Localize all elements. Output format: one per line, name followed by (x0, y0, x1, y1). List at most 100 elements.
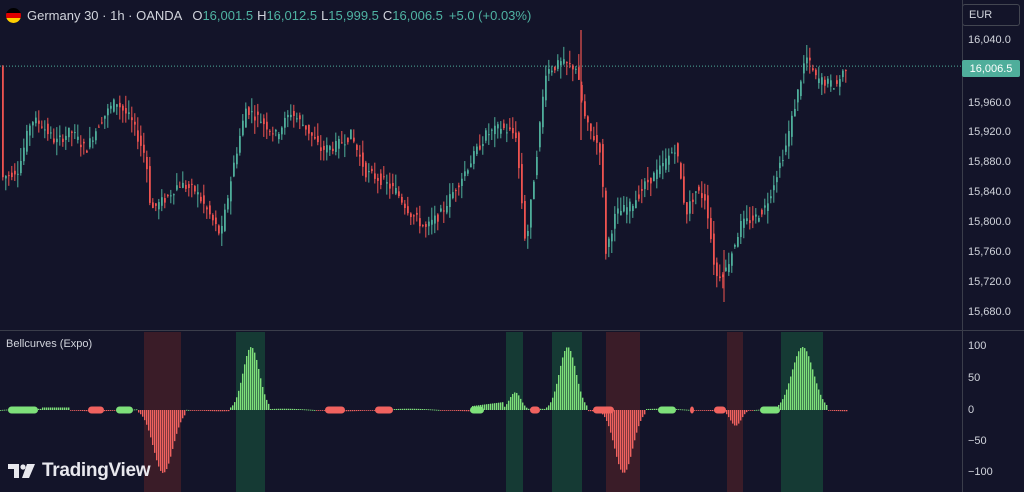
oscillator-bar (572, 357, 574, 410)
oscillator-bar (410, 408, 412, 410)
scale-pane-divider (962, 330, 1024, 331)
candle-body (296, 118, 298, 120)
oscillator-bar (176, 410, 178, 434)
candle-body (428, 221, 430, 227)
candle-body (779, 162, 781, 169)
oscillator-bar (158, 410, 160, 467)
oscillator-bar (296, 409, 298, 410)
candle-body (614, 213, 616, 229)
oscillator-bar (400, 408, 402, 410)
tradingview-logo[interactable]: TradingView (8, 460, 151, 482)
candle-body (287, 114, 289, 118)
candle-body (284, 117, 286, 128)
oscillator-bar (632, 410, 634, 449)
oscillator-bar (348, 410, 350, 412)
oscillator-bar (398, 408, 400, 410)
low-label: L (321, 7, 329, 23)
signal-marker (714, 406, 726, 414)
candle-body (200, 196, 202, 202)
candle-body (365, 162, 367, 178)
candle-body (320, 147, 322, 151)
oscillator-bar (290, 408, 292, 410)
candle-body (305, 125, 307, 130)
oscillator-bar (628, 410, 630, 465)
candle-body (839, 79, 841, 87)
candle-body (203, 195, 205, 204)
oscillator-bar (620, 410, 622, 470)
oscillator-bar (434, 409, 436, 411)
oscillator-bar (144, 410, 146, 421)
oscillator-bar (362, 410, 364, 411)
candle-body (833, 88, 835, 90)
oscillator-bar (206, 410, 208, 411)
open-label: O (192, 7, 203, 23)
symbol-title[interactable]: Germany 30 · 1h · OANDA (27, 7, 183, 23)
candle-body (650, 177, 652, 184)
candle-body (611, 233, 613, 242)
candle-body (440, 208, 442, 212)
chart-canvas[interactable] (0, 0, 962, 492)
candle-body (11, 172, 13, 178)
candle-body (632, 205, 634, 212)
oscillator-bar (798, 351, 800, 410)
candle-body (629, 201, 631, 212)
osc-tick: 100 (968, 340, 987, 352)
candle-body (395, 187, 397, 194)
oscillator-bar (74, 410, 76, 411)
oscillator-bar (84, 410, 86, 412)
oscillator-bar (294, 408, 296, 410)
oscillator-bar (228, 410, 230, 412)
indicator-label[interactable]: Bellcurves (Expo) (6, 338, 93, 350)
oscillator-bar (564, 350, 566, 410)
oscillator-bar (604, 410, 606, 418)
candle-body (713, 233, 715, 265)
candle-body (71, 131, 73, 133)
candle-body (719, 276, 721, 279)
candle-body (569, 63, 571, 65)
oscillator-bar (576, 374, 578, 410)
oscillator-bar (444, 410, 446, 411)
candle-body (47, 123, 49, 135)
oscillator-bar (622, 410, 624, 473)
oscillator-bar (372, 410, 374, 411)
oscillator-bar (404, 408, 406, 410)
candle-body (500, 128, 502, 134)
oscillator-bar (552, 397, 554, 410)
candle-body (431, 219, 433, 225)
oscillator-bar (354, 410, 356, 412)
candle-body (35, 117, 37, 124)
currency-selector[interactable]: EUR (962, 4, 1020, 26)
candle-body (803, 63, 805, 74)
oscillator-bar (254, 352, 256, 410)
oscillator-bar (832, 410, 834, 411)
oscillator-bar (756, 409, 758, 411)
oscillator-bar (138, 410, 140, 413)
oscillator-bar (366, 410, 368, 411)
oscillator-bar (752, 410, 754, 411)
close-label: C (382, 7, 393, 23)
candle-body (206, 207, 208, 210)
candle-body (485, 130, 487, 141)
oscillator-bar (758, 409, 760, 411)
oscillator-bar (844, 410, 846, 412)
candle-body (635, 200, 637, 209)
price-tick: 16,040.0 (968, 34, 1011, 46)
oscillator-bar (514, 392, 516, 410)
last-price-label: 16,006.5 (962, 60, 1020, 77)
pane-divider[interactable] (0, 330, 962, 331)
oscillator-bar (630, 410, 632, 457)
candle-body (683, 176, 685, 203)
oscillator-bar (204, 410, 206, 411)
candle-body (380, 173, 382, 185)
oscillator-bar (442, 410, 444, 411)
candle-body (77, 136, 79, 140)
candle-body (335, 140, 337, 152)
candle-body (86, 150, 88, 153)
candle-body (185, 184, 187, 189)
candle-body (707, 195, 709, 219)
oscillator-bar (320, 410, 322, 411)
candle-body (344, 144, 346, 146)
candle-body (290, 114, 292, 118)
oscillator-bar (222, 410, 224, 412)
candle-body (101, 122, 103, 124)
